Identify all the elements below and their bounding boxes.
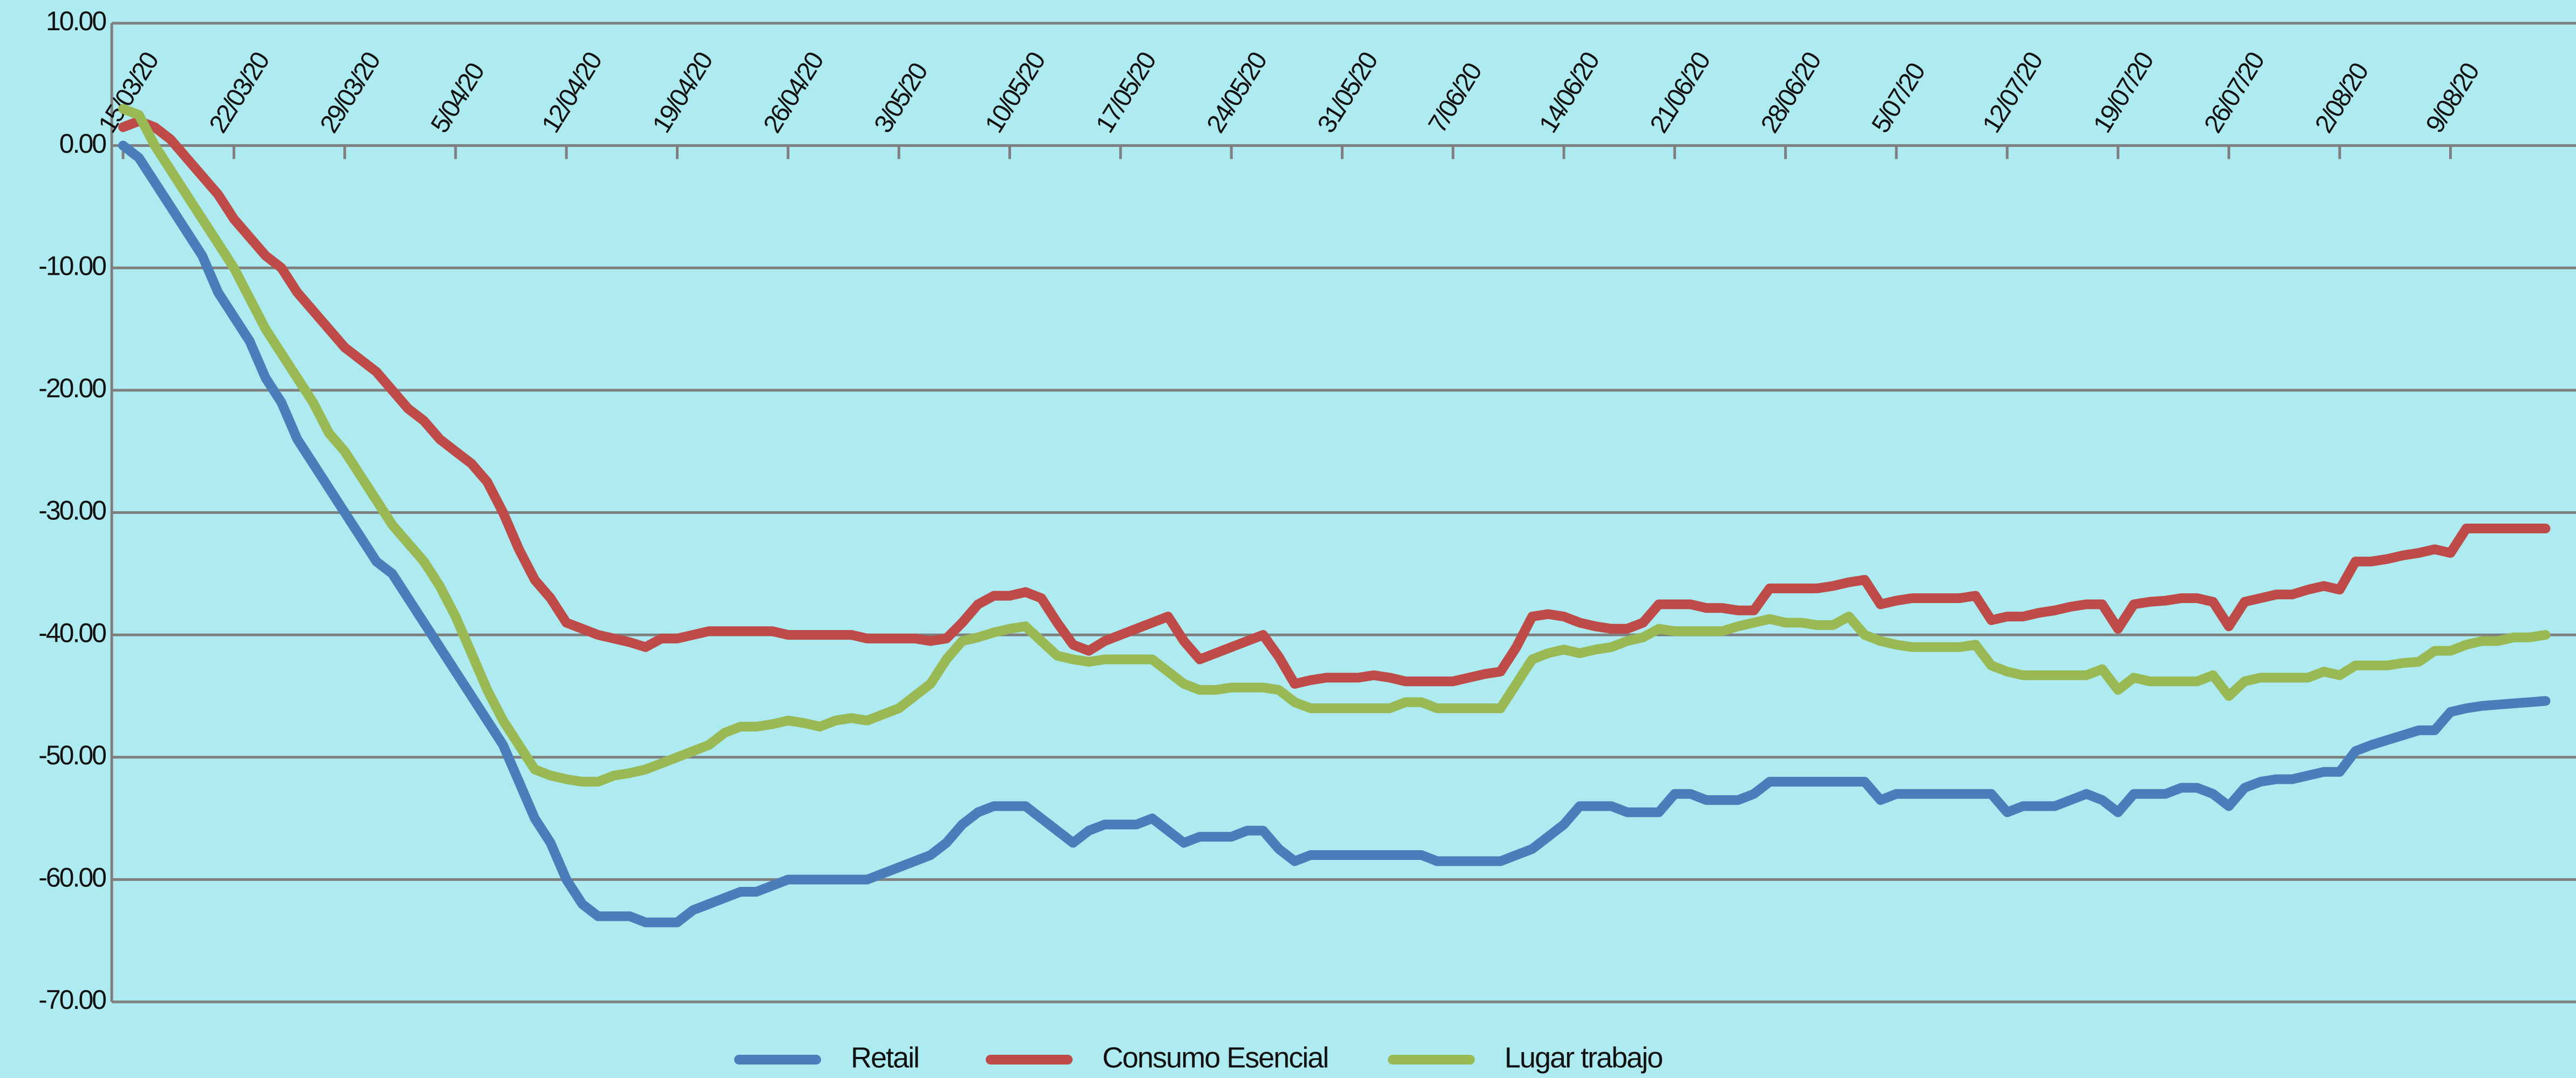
series-line bbox=[118, 140, 2551, 927]
y-tick-label: 0.00 bbox=[59, 128, 106, 159]
x-tick-label: 22/03/20 bbox=[204, 48, 275, 138]
x-tick-label: 2/08/20 bbox=[2310, 58, 2374, 138]
x-tick-label: 3/05/20 bbox=[869, 58, 933, 138]
legend-label: Retail bbox=[851, 1041, 919, 1074]
x-tick-label: 19/07/20 bbox=[2088, 48, 2159, 138]
x-tick-label: 14/06/20 bbox=[1534, 48, 1605, 138]
y-tick-label: 10.00 bbox=[46, 6, 106, 36]
x-tick-label: 19/04/20 bbox=[647, 48, 718, 138]
y-tick-label: -60.00 bbox=[38, 863, 106, 893]
y-tick-label: -30.00 bbox=[38, 496, 106, 526]
x-tick-label: 7/06/20 bbox=[1423, 58, 1487, 138]
x-tick-label: 21/06/20 bbox=[1645, 48, 1716, 138]
x-tick-label: 24/05/20 bbox=[1201, 48, 1272, 138]
x-tick-label: 12/07/20 bbox=[1977, 48, 2049, 138]
x-tick-label: 5/07/20 bbox=[1866, 58, 1930, 138]
y-tick-label: -50.00 bbox=[38, 740, 106, 770]
x-tick-label: 5/04/20 bbox=[425, 58, 490, 138]
y-tick-label: -70.00 bbox=[38, 985, 106, 1015]
y-tick-label: -40.00 bbox=[38, 618, 106, 648]
y-tick-label: -10.00 bbox=[38, 250, 106, 281]
y-tick-label: -20.00 bbox=[38, 373, 106, 403]
series-line bbox=[118, 116, 2551, 689]
x-tick-label: 17/05/20 bbox=[1090, 48, 1162, 138]
x-tick-label: 10/05/20 bbox=[980, 48, 1051, 138]
legend-label: Consumo Esencial bbox=[1102, 1041, 1328, 1074]
x-tick-label: 12/04/20 bbox=[537, 48, 608, 138]
x-tick-label: 31/05/20 bbox=[1312, 48, 1384, 138]
x-tick-label: 28/06/20 bbox=[1755, 48, 1827, 138]
x-tick-label: 26/04/20 bbox=[758, 48, 829, 138]
x-tick-label: 9/08/20 bbox=[2421, 58, 2485, 138]
x-tick-label: 29/03/20 bbox=[315, 48, 386, 138]
legend-label: Lugar trabajo bbox=[1504, 1041, 1662, 1074]
x-tick-label: 26/07/20 bbox=[2199, 48, 2270, 138]
series-line bbox=[118, 104, 2551, 787]
